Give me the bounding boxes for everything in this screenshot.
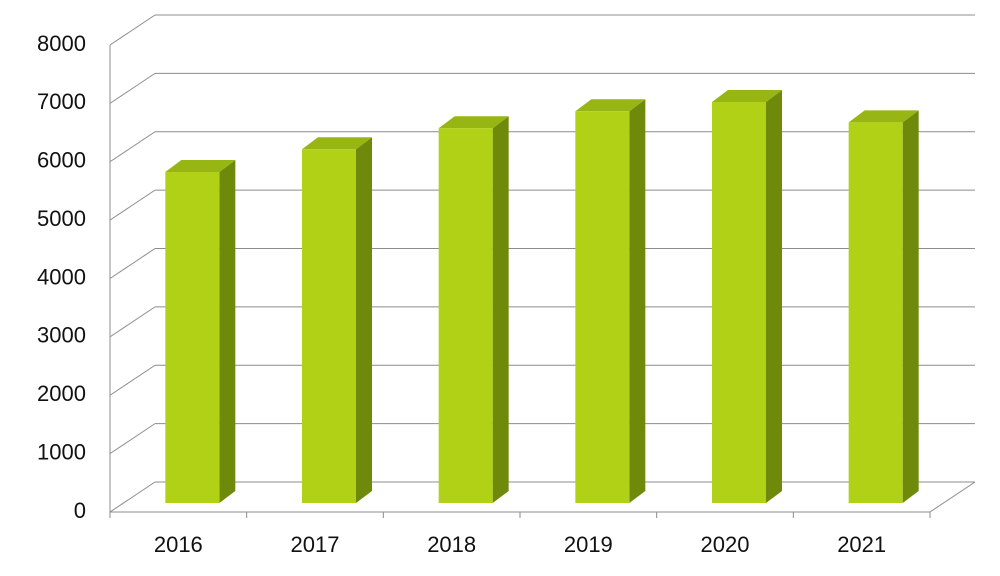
grid-line-side [109, 481, 156, 513]
bar-top [165, 160, 236, 173]
bar-side [492, 116, 509, 504]
x-tick-label: 2016 [154, 532, 203, 557]
x-tick-label: 2018 [427, 532, 476, 557]
bar [302, 149, 356, 503]
x-tick-label: 2020 [701, 532, 750, 557]
bar [165, 172, 220, 504]
grid-line-side [109, 248, 156, 279]
y-tick-label: 8000 [37, 31, 86, 56]
bar-side [356, 137, 372, 503]
bar-side [766, 89, 782, 504]
bar [575, 111, 630, 504]
bar-side [219, 160, 236, 504]
x-tick-label: 2017 [291, 532, 340, 557]
x-tick-label: 2021 [837, 532, 886, 557]
bar [712, 101, 766, 504]
y-tick-label: 7000 [37, 89, 86, 114]
grid-line-side [109, 72, 156, 104]
bar-top [712, 89, 782, 102]
bar-top [302, 137, 372, 150]
grid-line-side [109, 131, 156, 163]
y-tick-label: 0 [74, 498, 86, 523]
bar [848, 122, 903, 504]
grid-line-side [109, 189, 156, 221]
y-tick-label: 2000 [37, 381, 86, 406]
floor-edge [929, 481, 976, 513]
y-tick-label: 6000 [37, 148, 86, 173]
bar [438, 128, 493, 504]
y-tick-label: 4000 [37, 264, 86, 289]
bar-side [629, 99, 646, 504]
bar-top [575, 99, 646, 112]
bar-side [902, 110, 919, 504]
y-tick-label: 5000 [37, 206, 86, 231]
grid-line-side [109, 14, 156, 46]
grid-line-side [109, 423, 156, 455]
grid-line-side [109, 364, 156, 396]
y-tick-label: 3000 [37, 323, 86, 348]
y-tick-label: 1000 [37, 439, 86, 464]
bar-top [438, 116, 509, 129]
grid-line-side [109, 306, 156, 338]
bar-top [848, 110, 919, 123]
x-tick-label: 2019 [564, 532, 613, 557]
